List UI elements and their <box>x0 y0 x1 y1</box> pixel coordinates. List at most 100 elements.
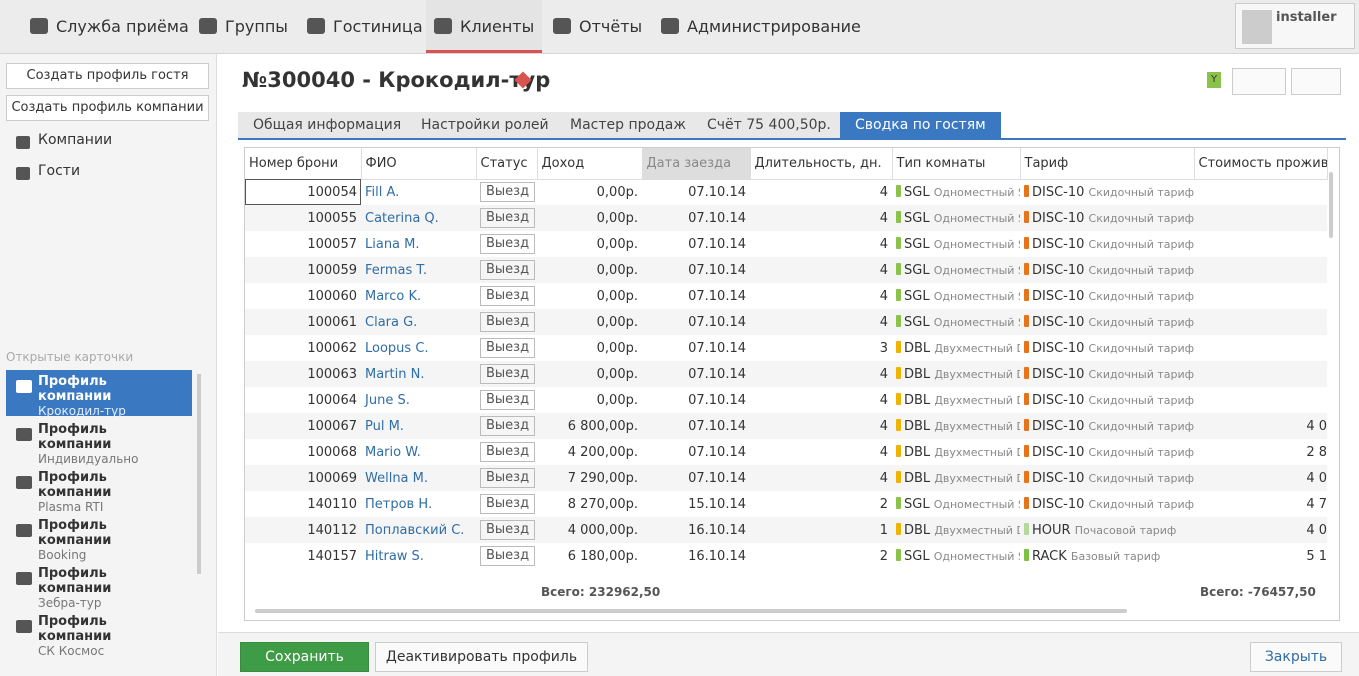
user-box[interactable]: installer <box>1235 3 1355 49</box>
card-title[interactable]: Профиль компании <box>38 518 112 548</box>
guest-name[interactable]: Clara G. <box>365 314 418 330</box>
status-button[interactable]: Выезд <box>480 182 536 203</box>
status-button[interactable]: Выезд <box>480 520 536 540</box>
table-row[interactable]: 100057 Liana M. Выезд 0,00р. 07.10.14 4 SGL Од… <box>245 231 1327 257</box>
tab[interactable]: Мастер продаж <box>555 112 701 139</box>
status-button[interactable]: Выезд <box>480 338 536 358</box>
header-label[interactable]: Дата заезда <box>646 155 732 171</box>
nav-label[interactable]: Гостиница <box>333 17 423 36</box>
booking-number[interactable]: 100060 <box>307 288 357 304</box>
booking-number[interactable]: 140157 <box>307 548 357 564</box>
table-row[interactable]: 100060 Marco K. Выезд 0,00р. 07.10.14 4 SGL Од… <box>245 283 1327 309</box>
booking-number[interactable]: 100067 <box>245 413 361 439</box>
header-label[interactable]: ФИО <box>365 155 397 171</box>
guest-name[interactable]: Поплавский С. <box>365 522 465 538</box>
booking-number[interactable]: 100054 <box>245 179 361 205</box>
booking-number[interactable]: 140110 <box>307 496 357 512</box>
status-button[interactable]: Выезд <box>480 260 536 280</box>
tab[interactable]: Общая информация <box>238 112 417 139</box>
column-header[interactable]: Доход <box>537 148 643 180</box>
status-button[interactable]: Выезд <box>480 390 536 410</box>
nav-item[interactable]: Гостиница <box>299 0 431 53</box>
header-label[interactable]: Стоимость проживан <box>1198 155 1327 171</box>
card-title[interactable]: Профиль компании <box>38 374 112 404</box>
status-button[interactable]: Выезд <box>480 312 536 332</box>
header-label[interactable]: Длительность, дн. <box>754 155 882 171</box>
card-subtitle[interactable]: Booking <box>38 548 87 562</box>
open-card[interactable]: Профиль компании Зебра-тур <box>6 562 192 610</box>
column-header[interactable]: Тип комнаты <box>892 148 1021 180</box>
sidebar-link[interactable]: Гости <box>38 163 81 179</box>
booking-number[interactable]: 100063 <box>245 361 361 387</box>
nav-item[interactable]: Администрирование <box>653 0 869 53</box>
v-scrollbar[interactable] <box>1329 172 1333 238</box>
column-header[interactable]: Статус <box>476 148 538 180</box>
deactivate-button[interactable]: Деактивировать профиль <box>375 642 588 672</box>
column-header[interactable]: Длительность, дн. <box>750 148 893 180</box>
guest-name[interactable]: Marco K. <box>365 288 422 304</box>
status-button[interactable]: Выезд <box>480 208 536 228</box>
guest-name[interactable]: Loopus C. <box>365 340 429 356</box>
card-subtitle[interactable]: Крокодил-тур <box>38 404 126 418</box>
tab[interactable]: Настройки ролей <box>406 112 564 139</box>
status-button[interactable]: Выезд <box>480 234 536 254</box>
sidebar-button[interactable]: Создать профиль гостя <box>6 63 209 89</box>
nav-item[interactable]: Клиенты <box>426 0 543 53</box>
column-header[interactable]: Стоимость проживан <box>1194 148 1328 180</box>
header-label[interactable]: Номер брони <box>249 155 339 171</box>
guest-name[interactable]: Caterina Q. <box>365 210 439 226</box>
nav-label[interactable]: Служба приёма <box>56 17 189 36</box>
table-row[interactable]: 100055 Caterina Q. Выезд 0,00р. 07.10.14 4 SGL… <box>245 205 1327 231</box>
open-card[interactable]: Профиль компании СК Космос <box>6 610 192 658</box>
card-subtitle[interactable]: Индивидуально <box>38 452 139 466</box>
booking-number[interactable]: 100059 <box>245 257 361 283</box>
booking-number[interactable]: 100057 <box>307 236 357 252</box>
open-card[interactable]: Профиль компании Крокодил-тур <box>6 370 192 418</box>
open-card[interactable]: Профиль компании Booking <box>6 514 192 562</box>
booking-number[interactable]: 100068 <box>307 444 357 460</box>
guest-name[interactable]: Pul M. <box>365 418 404 434</box>
header-label[interactable]: Тариф <box>1024 155 1069 171</box>
sidebar-scrollbar[interactable] <box>197 374 201 574</box>
status-button[interactable]: Выезд <box>480 546 536 566</box>
table-row[interactable]: 140157 Hitraw S. Выезд 6 180,00р. 16.10.14 2 S… <box>245 543 1327 569</box>
nav-item[interactable]: Отчёты <box>545 0 650 53</box>
save-button[interactable]: Сохранить <box>240 642 369 672</box>
guest-name[interactable]: Wellna M. <box>365 470 429 486</box>
status-button[interactable]: Выезд <box>480 494 536 514</box>
table-row[interactable]: 100064 June S. Выезд 0,00р. 07.10.14 4 DBL Дву… <box>245 387 1327 413</box>
card-title[interactable]: Профиль компании <box>38 614 112 644</box>
booking-number[interactable]: 100061 <box>245 309 361 335</box>
user-name[interactable]: installer <box>1276 10 1337 25</box>
column-header[interactable]: Дата заезда <box>642 148 751 180</box>
table-row[interactable]: 100061 Clara G. Выезд 0,00р. 07.10.14 4 SGL Од… <box>245 309 1327 335</box>
nav-item[interactable]: Служба приёма <box>22 0 197 53</box>
guest-name[interactable]: Martin N. <box>365 366 425 382</box>
nav-label[interactable]: Группы <box>225 17 288 36</box>
table-row[interactable]: 140112 Поплавский С. Выезд 4 000,00р. 16.10.… <box>245 517 1327 543</box>
table-row[interactable]: 100054 Fill A. Выезд 0,00р. 07.10.14 4 SGL Одн… <box>245 179 1327 205</box>
table-row[interactable]: 100059 Fermas T. Выезд 0,00р. 07.10.14 4 SGL О… <box>245 257 1327 283</box>
booking-number[interactable]: 140112 <box>245 517 361 543</box>
status-button[interactable]: Выезд <box>480 468 536 488</box>
booking-number[interactable]: 100064 <box>307 392 357 408</box>
h-scrollbar[interactable] <box>255 609 1127 613</box>
nav-item[interactable]: Группы <box>191 0 296 53</box>
table-row[interactable]: 100067 Pul M. Выезд 6 800,00р. 07.10.14 4 DBL … <box>245 413 1327 439</box>
guest-name[interactable]: Liana M. <box>365 236 420 252</box>
table-row[interactable]: 100069 Wellna M. Выезд 7 290,00р. 07.10.14 4 D… <box>245 465 1327 491</box>
open-card[interactable]: Профиль компании Plasma RTI <box>6 466 192 514</box>
booking-number[interactable]: 100055 <box>245 205 361 231</box>
tab[interactable]: Счёт 75 400,50р. <box>692 112 846 139</box>
status-button[interactable]: Выезд <box>480 286 536 306</box>
header-label[interactable]: Статус <box>480 155 528 171</box>
open-card[interactable]: Профиль компании Индивидуально <box>6 418 192 466</box>
table-row[interactable]: 100063 Martin N. Выезд 0,00р. 07.10.14 4 DBL Д… <box>245 361 1327 387</box>
nav-label[interactable]: Администрирование <box>687 17 861 36</box>
nav-label[interactable]: Клиенты <box>460 17 535 36</box>
card-subtitle[interactable]: Plasma RTI <box>38 500 104 514</box>
guest-name[interactable]: Hitraw S. <box>365 548 424 564</box>
card-title[interactable]: Профиль компании <box>38 566 112 596</box>
guest-name[interactable]: Fill A. <box>365 184 400 200</box>
guest-name[interactable]: Fermas T. <box>365 262 427 278</box>
